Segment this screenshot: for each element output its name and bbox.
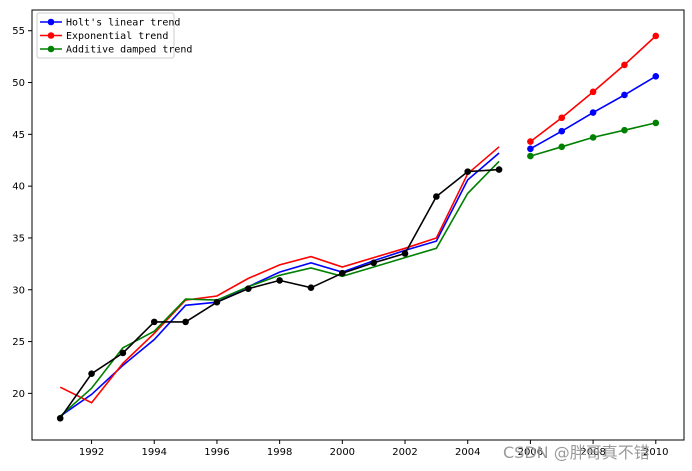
y-tick-label: 50 bbox=[12, 78, 25, 89]
forecast-point bbox=[589, 134, 597, 141]
forecast-point bbox=[558, 114, 566, 122]
y-tick-label: 55 bbox=[12, 26, 25, 37]
observed-point bbox=[182, 318, 189, 326]
legend-marker bbox=[47, 32, 55, 39]
forecast-point bbox=[558, 127, 566, 135]
x-tick-label: 2008 bbox=[580, 447, 605, 458]
plot-frame bbox=[31, 9, 685, 441]
forecast-point bbox=[558, 143, 566, 151]
forecast-point bbox=[621, 61, 628, 69]
fitted-line bbox=[59, 152, 500, 417]
observed-point bbox=[56, 414, 64, 422]
watermark-text: CSDN @胖哥真不错 bbox=[503, 443, 650, 462]
x-tick-label: 2000 bbox=[330, 447, 355, 458]
x-tick-label: 1996 bbox=[204, 447, 229, 458]
legend-label: Additive damped trend bbox=[66, 45, 192, 56]
legend: Holt's linear trend Exponential trend Addi… bbox=[36, 12, 192, 59]
x-tick-label: 2004 bbox=[455, 447, 480, 458]
legend-label: Exponential trend bbox=[66, 31, 168, 42]
forecast-point bbox=[652, 119, 660, 127]
observed-point bbox=[339, 269, 346, 277]
plot-area bbox=[56, 32, 660, 422]
y-axis: 20 25 30 35 40 45 50 55 bbox=[12, 26, 32, 400]
x-tick-label: 2006 bbox=[518, 447, 543, 458]
observed-point bbox=[370, 259, 377, 267]
x-tick-label: 2002 bbox=[392, 447, 417, 458]
forecast-point bbox=[589, 88, 597, 96]
observed-point bbox=[307, 284, 315, 291]
forecast-point bbox=[621, 91, 628, 99]
y-tick-label: 45 bbox=[12, 130, 25, 141]
observed-point bbox=[433, 193, 440, 200]
x-tick-label: 1992 bbox=[79, 447, 104, 458]
observed-point bbox=[464, 168, 472, 175]
y-tick-label: 35 bbox=[12, 233, 25, 244]
observed-point bbox=[244, 285, 252, 293]
legend-label: Holt's linear trend bbox=[66, 18, 180, 29]
legend-marker bbox=[47, 45, 55, 53]
x-tick-label: 2010 bbox=[643, 447, 668, 458]
fitted-line bbox=[59, 146, 500, 404]
forecast-point bbox=[527, 145, 534, 153]
forecast-point bbox=[652, 32, 660, 40]
forecast-point bbox=[527, 152, 534, 160]
observed-point bbox=[495, 166, 503, 173]
y-tick-label: 40 bbox=[12, 182, 25, 193]
forecast-point bbox=[621, 126, 628, 134]
x-axis: 1992 1994 1996 1998 2000 2002 2004 2006 2008 2010 bbox=[79, 440, 669, 458]
forecast-point bbox=[527, 138, 534, 145]
observed-point bbox=[88, 370, 95, 377]
y-tick-label: 30 bbox=[12, 285, 25, 296]
x-tick-label: 1994 bbox=[142, 447, 167, 458]
forecast-point bbox=[589, 109, 597, 116]
observed-point bbox=[401, 250, 409, 257]
legend-marker bbox=[47, 18, 55, 26]
y-tick-label: 25 bbox=[12, 337, 25, 348]
y-tick-label: 20 bbox=[12, 389, 25, 400]
observed-point bbox=[213, 298, 221, 306]
observed-point bbox=[119, 349, 127, 357]
x-tick-label: 1998 bbox=[267, 447, 292, 458]
legend-box bbox=[36, 12, 175, 59]
forecast-point bbox=[652, 73, 660, 80]
observed-point bbox=[276, 277, 283, 284]
observed-point bbox=[150, 318, 158, 326]
